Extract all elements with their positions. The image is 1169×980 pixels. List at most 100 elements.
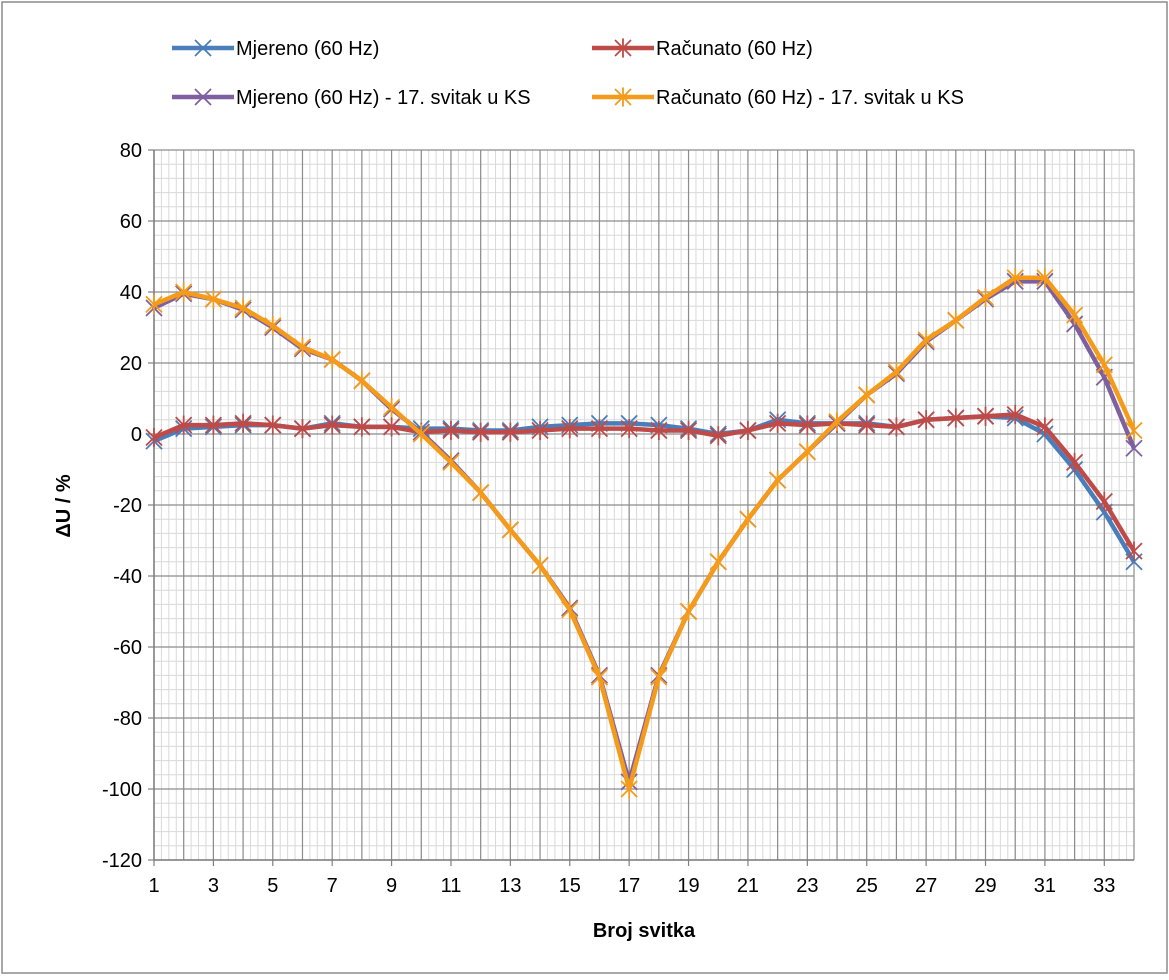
data-point bbox=[204, 289, 223, 309]
series-group bbox=[145, 268, 1143, 799]
data-point bbox=[234, 413, 252, 433]
legend-swatch-marker bbox=[194, 88, 212, 106]
data-point bbox=[798, 415, 816, 435]
y-tick-label: -120 bbox=[102, 850, 142, 872]
x-tick-label: 33 bbox=[1093, 875, 1115, 897]
x-tick-label: 15 bbox=[559, 875, 581, 897]
data-point bbox=[293, 337, 312, 357]
data-point bbox=[1065, 452, 1084, 472]
grid bbox=[153, 149, 1135, 861]
data-point bbox=[1036, 417, 1054, 437]
data-point bbox=[709, 552, 727, 572]
data-point bbox=[1006, 404, 1024, 425]
data-point bbox=[323, 415, 341, 435]
data-point bbox=[204, 415, 223, 435]
data-point bbox=[917, 410, 935, 430]
data-point bbox=[709, 426, 727, 446]
data-point bbox=[561, 600, 579, 620]
data-point bbox=[501, 422, 520, 442]
legend-item: Mjereno (60 Hz) bbox=[172, 38, 379, 60]
series-2 bbox=[145, 404, 1143, 561]
y-tick-label: 0 bbox=[131, 424, 142, 446]
data-point bbox=[1125, 541, 1143, 561]
series-line bbox=[153, 412, 1136, 553]
y-tick-label: -80 bbox=[113, 708, 142, 730]
data-point bbox=[264, 415, 282, 435]
data-point bbox=[768, 470, 787, 490]
legend-label: Mjereno (60 Hz) bbox=[236, 38, 379, 60]
data-point bbox=[887, 417, 906, 437]
legend-label: Mjereno (60 Hz) - 17. svitak u KS bbox=[236, 87, 531, 109]
y-tick-label: 80 bbox=[120, 140, 142, 162]
data-point bbox=[234, 298, 252, 318]
data-point bbox=[145, 427, 163, 448]
data-point bbox=[353, 417, 371, 437]
y-tick-label: -40 bbox=[113, 566, 142, 588]
data-point bbox=[947, 310, 965, 330]
data-point bbox=[264, 316, 282, 336]
y-tick-label: 20 bbox=[120, 353, 142, 375]
data-point bbox=[1065, 305, 1084, 325]
x-tick-label: 1 bbox=[148, 875, 159, 897]
data-point bbox=[650, 420, 668, 441]
data-point bbox=[293, 419, 312, 439]
data-point bbox=[976, 287, 995, 307]
x-axis-title: Broj svitka bbox=[593, 920, 696, 942]
data-point bbox=[976, 406, 995, 426]
x-tick-label: 7 bbox=[327, 875, 338, 897]
x-tick-label: 27 bbox=[915, 875, 937, 897]
data-point bbox=[1006, 268, 1024, 288]
data-point bbox=[1095, 355, 1113, 375]
series-line bbox=[153, 275, 1137, 792]
y-tick-label: -20 bbox=[113, 495, 142, 517]
data-point bbox=[353, 371, 371, 391]
data-point bbox=[323, 349, 341, 370]
x-tick-label: 21 bbox=[737, 875, 759, 897]
data-point bbox=[382, 397, 401, 417]
y-tick-label: -60 bbox=[113, 637, 142, 659]
x-tick-label: 25 bbox=[856, 875, 878, 897]
y-tick-label: 40 bbox=[120, 282, 142, 304]
data-point bbox=[501, 520, 520, 540]
legend-label: Računato (60 Hz) - 17. svitak u KS bbox=[656, 87, 964, 109]
x-tick-label: 31 bbox=[1034, 875, 1056, 897]
x-tick-label: 11 bbox=[441, 875, 462, 897]
data-point bbox=[739, 509, 757, 529]
data-point bbox=[679, 601, 698, 622]
legend: Mjereno (60 Hz) Računato (60 Hz) Mjereno (… bbox=[172, 38, 964, 109]
x-tick-label: 13 bbox=[499, 875, 521, 897]
data-point bbox=[858, 385, 876, 405]
data-point bbox=[145, 294, 163, 315]
data-point bbox=[1125, 439, 1143, 457]
legend-item: Računato (60 Hz) - 17. svitak u KS bbox=[592, 87, 964, 109]
data-point bbox=[531, 420, 549, 441]
data-point bbox=[1095, 491, 1113, 512]
y-tick-label: -100 bbox=[102, 779, 142, 801]
data-point bbox=[739, 420, 757, 441]
data-point bbox=[679, 420, 698, 441]
legend-swatch-marker bbox=[194, 39, 212, 57]
data-point bbox=[768, 413, 787, 433]
x-tick-label: 17 bbox=[618, 875, 640, 897]
legend-swatch-marker bbox=[614, 38, 632, 58]
data-point bbox=[1125, 420, 1143, 441]
data-point bbox=[531, 555, 549, 575]
data-point bbox=[947, 408, 965, 428]
data-point bbox=[382, 417, 401, 437]
legend-item: Računato (60 Hz) bbox=[592, 38, 813, 60]
data-point bbox=[175, 415, 193, 435]
data-point bbox=[620, 779, 638, 799]
y-axis-title: ΔU / % bbox=[53, 474, 75, 537]
data-point bbox=[442, 420, 460, 441]
x-tick-label: 19 bbox=[677, 875, 699, 897]
data-point bbox=[1036, 268, 1054, 288]
x-tick-label: 3 bbox=[208, 875, 219, 897]
legend-item: Mjereno (60 Hz) - 17. svitak u KS bbox=[172, 87, 531, 109]
data-point bbox=[590, 667, 609, 687]
data-point bbox=[472, 482, 490, 503]
data-point bbox=[620, 419, 638, 439]
data-point bbox=[828, 411, 846, 432]
